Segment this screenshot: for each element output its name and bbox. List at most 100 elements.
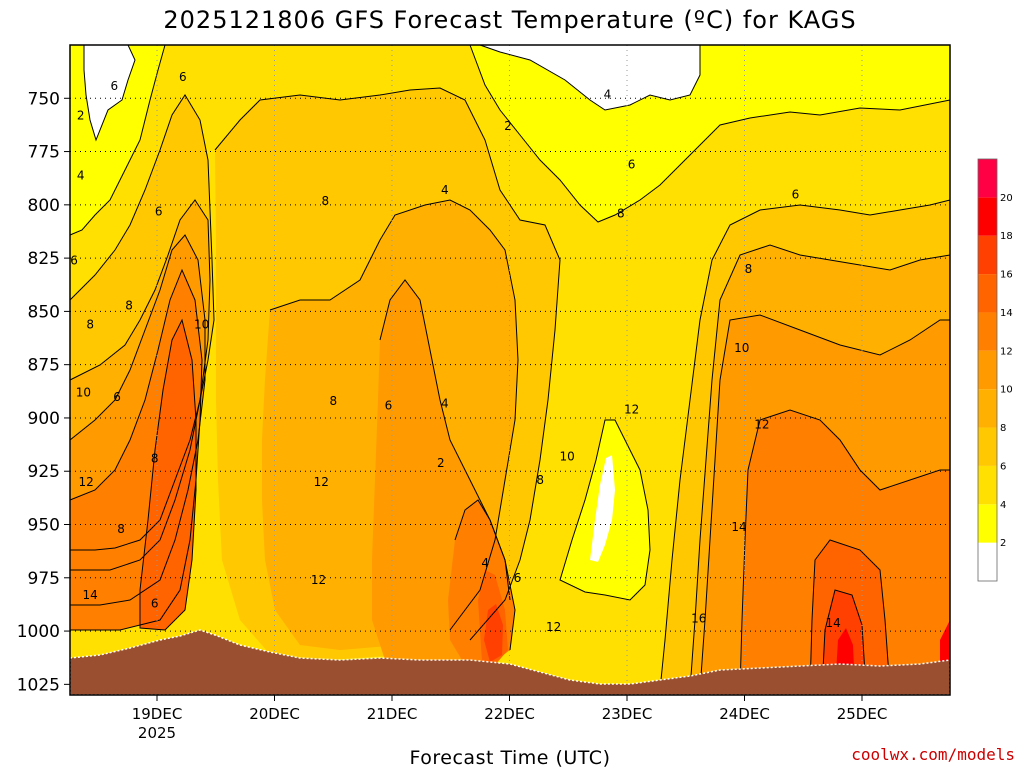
- gridlines: [70, 45, 950, 695]
- contour-label: 12: [624, 403, 639, 417]
- x-tick-label: 23DEC: [602, 705, 653, 723]
- band-below-2-mid: [590, 455, 615, 562]
- colorbar-label: 14: [1000, 308, 1013, 319]
- colorbar-label: 4: [1000, 500, 1006, 511]
- contour-line-8-right: [689, 244, 951, 691]
- contour-label: 12: [78, 475, 93, 489]
- contour-label: 16: [691, 612, 706, 626]
- contour-line-2: [83, 44, 136, 142]
- contour-label: 6: [514, 571, 522, 585]
- contour-label: 6: [113, 390, 121, 404]
- contour-line-4-top: [469, 44, 951, 223]
- band-below-2: [84, 45, 135, 140]
- contour-label: 2: [437, 456, 445, 470]
- contour-label: 8: [745, 262, 753, 276]
- contour-line-12-left: [69, 268, 203, 631]
- contour-line-2-top: [479, 44, 701, 111]
- contour-labels: 2 4 6 8 10 12 14 6 6 8 8 6 8 6 6 10 12 8 8 12 6 4 2 4 2 4 6 8 10 12 4 6…: [70, 70, 841, 634]
- contour-label: 2: [504, 119, 512, 133]
- contour-label: 6: [628, 158, 636, 172]
- y-tick-label: 875: [28, 356, 60, 376]
- x-tick-sublabel: 2025: [138, 724, 176, 742]
- colorbar-frame: [977, 158, 998, 582]
- y-tick-label: 1025: [17, 675, 60, 695]
- contour-line-16-right: [821, 589, 867, 691]
- contour-label: 14: [83, 588, 98, 602]
- contour-line-6-right: [659, 199, 951, 691]
- contour-label: 8: [617, 207, 625, 221]
- contour-label: 6: [792, 187, 800, 201]
- colorbar-label: 20: [1000, 193, 1013, 204]
- contour-label: 6: [179, 70, 187, 84]
- band-14-16-left: [140, 320, 196, 630]
- contour-label: 12: [311, 573, 326, 587]
- chart-title: 2025121806 GFS Forecast Temperature (ºC)…: [163, 6, 856, 34]
- y-tick-label: 925: [28, 462, 60, 482]
- colorbar-label: 6: [1000, 461, 1006, 472]
- contour-label: 10: [76, 386, 91, 400]
- colorbar-swatch: [978, 350, 997, 390]
- y-tick-label: 850: [28, 302, 60, 322]
- colorbar-swatch: [978, 235, 997, 275]
- x-tick-label: 20DEC: [249, 705, 300, 723]
- y-tick-label: 750: [28, 89, 60, 109]
- contour-label: 6: [70, 254, 78, 268]
- contour-label: 10: [559, 450, 574, 464]
- contour-label: 12: [546, 620, 561, 634]
- y-tick-label: 825: [28, 249, 60, 269]
- y-axis: 750 775 800 825 850 875 900 925 950 975 1000 1025: [17, 89, 70, 695]
- contour-label: 4: [77, 168, 85, 182]
- contour-label: 8: [125, 298, 133, 312]
- credit-text: coolwx.com/models: [851, 745, 1015, 764]
- contour-label: 8: [86, 317, 94, 331]
- colorbar-swatch: [978, 427, 997, 466]
- contour-label: 4: [441, 396, 449, 410]
- band-below-2-top: [480, 45, 700, 110]
- colorbar: 2 4 6 8 10 12 14 16 18 20: [977, 158, 1013, 582]
- band-2-4-center: [470, 45, 950, 222]
- y-tick-label: 800: [28, 196, 60, 216]
- colorbar-label: 10: [1000, 385, 1013, 396]
- contour-label: 4: [604, 87, 612, 101]
- contour-line-6-center: [214, 87, 561, 641]
- contour-label: 8: [117, 522, 125, 536]
- y-tick-label: 975: [28, 569, 60, 589]
- contour-label: 12: [314, 475, 329, 489]
- y-tick-label: 950: [28, 516, 60, 536]
- colorbar-label: 8: [1000, 423, 1006, 434]
- contour-label: 6: [151, 597, 159, 611]
- colorbar-swatch: [978, 197, 997, 236]
- contour-lines: [69, 44, 951, 691]
- contour-line-14-left: [139, 318, 197, 631]
- colorbar-label: 2: [1000, 538, 1006, 549]
- colorbar-swatch: [978, 465, 997, 505]
- contour-label: 4: [441, 183, 449, 197]
- colorbar-swatch: [978, 542, 997, 581]
- x-tick-label: 22DEC: [484, 705, 535, 723]
- colorbar-label: 12: [1000, 346, 1013, 357]
- x-tick-label: 19DEC: [132, 705, 183, 723]
- terrain: [69, 629, 951, 696]
- contour-label: 6: [111, 79, 119, 93]
- contour-label: 8: [321, 194, 329, 208]
- contour-label: 10: [734, 341, 749, 355]
- contour-label: 6: [155, 204, 163, 218]
- y-tick-label: 775: [28, 143, 60, 163]
- contour-line-12-center: [454, 499, 516, 651]
- colorbar-label: 16: [1000, 270, 1013, 281]
- contour-line-10-right: [699, 314, 950, 691]
- colorbar-swatch: [978, 504, 997, 543]
- contour-label: 14: [825, 616, 840, 630]
- contour-line-8-center: [269, 199, 519, 631]
- colorbar-swatch: [978, 312, 997, 351]
- contour-line-4: [69, 44, 166, 236]
- colorbar-swatch: [978, 389, 997, 428]
- x-tick-label: 25DEC: [837, 705, 888, 723]
- contour-line-8-left: [69, 199, 211, 571]
- x-tick-label: 21DEC: [367, 705, 418, 723]
- x-axis-label: Forecast Time (UTC): [410, 747, 611, 768]
- contour-label: 4: [481, 556, 489, 570]
- contour-label: 8: [330, 394, 338, 408]
